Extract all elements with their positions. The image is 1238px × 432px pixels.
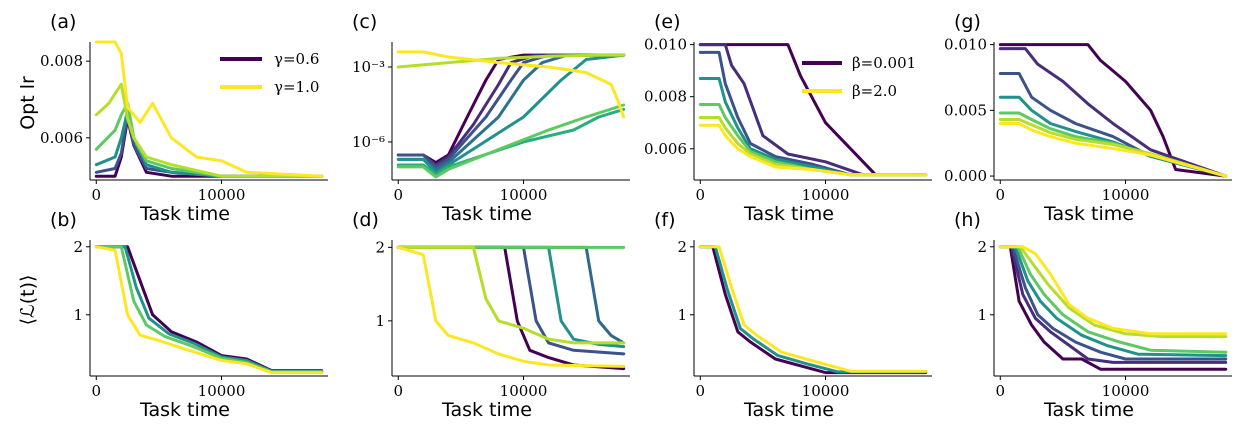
series-line-e-1 [698, 43, 928, 177]
panel-label-a: (a) [50, 11, 76, 33]
series-line-h-1 [998, 245, 1228, 364]
series-line-c-6 [396, 103, 626, 179]
y-tick-label-e-1: 0.008 [644, 88, 687, 106]
row-ylabel-loss: ⟨ℒ(t)⟩ [17, 275, 39, 326]
y-tick-label-d-1: 2 [375, 238, 385, 256]
series-line-f-1 [698, 245, 928, 374]
panel-f: (f) 0 10000 1 2 Task time [654, 209, 932, 421]
series-line-f-0 [698, 245, 928, 375]
panel-label-h: (h) [954, 209, 981, 231]
x-tick-label-d-1: 10000 [500, 382, 548, 400]
x-axis-label-f: Task time [743, 399, 834, 421]
panel-c: (c) 0 10000 10⁻⁶ 10⁻³ Task time [352, 11, 630, 225]
panel-d: (d) 0 10000 1 2 Task time [352, 209, 630, 421]
x-axis-label-a: Task time [139, 203, 230, 225]
y-tick-label-f-0: 1 [677, 306, 687, 324]
panel-e: (e) 0 10000 0.006 0.008 0.010 Task time [644, 11, 932, 225]
panel-label-e: (e) [654, 11, 681, 33]
series-line-h-6 [998, 245, 1228, 336]
x-tick-label-e-0: 0 [695, 186, 705, 204]
y-tick-label-b-1: 2 [73, 238, 83, 256]
series-line-h-0 [998, 245, 1228, 371]
series-line-c-8 [396, 50, 626, 119]
x-tick-label-h-1: 10000 [1102, 382, 1150, 400]
x-tick-label-b-1: 10000 [198, 382, 246, 400]
series-line-e-6 [698, 123, 928, 177]
y-tick-label-e-2: 0.010 [644, 36, 687, 54]
series-line-c-1 [396, 53, 626, 167]
series-line-c-7 [396, 53, 626, 69]
x-tick-label-g-1: 10000 [1102, 186, 1150, 204]
panel-g: (g) 0 10000 0.000 0.005 0.010 Task time [944, 11, 1232, 225]
x-axis-label-d: Task time [441, 399, 532, 421]
panel-label-f: (f) [654, 209, 676, 231]
panel-a: (a) 0 10000 0.006 0.008 Task time [40, 11, 328, 225]
x-tick-label-f-0: 0 [695, 382, 705, 400]
x-axis-label-c: Task time [441, 203, 532, 225]
x-axis-label-e: Task time [743, 203, 834, 225]
x-tick-label-b-0: 0 [91, 382, 101, 400]
panel-b: (b) 0 10000 1 2 Task time [50, 209, 328, 421]
series-line-h-4 [998, 245, 1228, 354]
panel-label-d: (d) [352, 209, 379, 231]
y-tick-label-g-1: 0.005 [944, 101, 987, 119]
y-tick-label-e-0: 0.006 [644, 140, 687, 158]
x-tick-label-c-0: 0 [393, 186, 403, 204]
series-line-h-5 [998, 245, 1228, 339]
y-tick-label-b-0: 1 [73, 306, 83, 324]
x-tick-label-c-1: 10000 [500, 186, 548, 204]
series-line-g-5 [998, 118, 1228, 178]
x-tick-label-g-0: 0 [995, 186, 1005, 204]
x-tick-label-d-0: 0 [393, 382, 403, 400]
legend-beta: β=0.001 β=2.0 [802, 54, 916, 100]
panel-h: (h) 0 10000 1 2 Task time [954, 209, 1232, 421]
x-axis-label-h: Task time [1043, 399, 1134, 421]
x-tick-label-e-1: 10000 [802, 186, 850, 204]
series-line-a-4 [94, 82, 324, 178]
panel-label-b: (b) [50, 209, 77, 231]
legend-beta-label-0: β=0.001 [852, 54, 916, 72]
legend-beta-label-1: β=2.0 [852, 82, 897, 100]
series-line-a-5 [94, 40, 324, 178]
y-tick-label-h-0: 1 [977, 306, 987, 324]
panel-label-c: (c) [352, 11, 377, 33]
y-tick-label-c-1: 10⁻³ [352, 58, 385, 76]
y-tick-label-a-1: 0.008 [40, 52, 83, 70]
x-axis-label-b: Task time [139, 399, 230, 421]
legend-gamma-label-0: γ=0.6 [274, 50, 319, 68]
panel-label-g: (g) [954, 11, 981, 33]
y-tick-label-a-0: 0.006 [40, 129, 83, 147]
y-tick-label-g-2: 0.010 [944, 36, 987, 54]
y-tick-label-d-0: 1 [375, 312, 385, 330]
row-ylabel-opt-lr: Opt lr [17, 76, 39, 130]
series-line-g-0 [998, 43, 1228, 178]
x-tick-label-f-1: 10000 [802, 382, 850, 400]
series-line-c-2 [396, 53, 626, 169]
legend-gamma: γ=0.6 γ=1.0 [220, 50, 319, 96]
series-line-a-3 [94, 101, 324, 178]
series-line-h-3 [998, 245, 1228, 358]
series-line-g-6 [998, 122, 1228, 178]
series-line-c-3 [396, 53, 626, 171]
y-tick-label-c-0: 10⁻⁶ [352, 133, 385, 151]
y-tick-label-h-1: 2 [977, 238, 987, 256]
series-line-g-1 [998, 47, 1228, 178]
series-line-f-2 [698, 245, 928, 373]
series-line-d-6 [396, 245, 626, 368]
x-axis-label-g: Task time [1043, 203, 1134, 225]
legend-gamma-label-1: γ=1.0 [274, 78, 319, 96]
y-tick-label-f-1: 2 [677, 238, 687, 256]
x-tick-label-a-0: 0 [91, 186, 101, 204]
x-tick-label-h-0: 0 [995, 382, 1005, 400]
series-line-h-2 [998, 245, 1228, 361]
series-line-d-5 [396, 245, 626, 345]
x-tick-label-a-1: 10000 [198, 186, 246, 204]
series-line-b-3 [94, 245, 324, 375]
y-tick-label-g-0: 0.000 [944, 167, 987, 185]
series-line-c-4 [396, 53, 626, 174]
